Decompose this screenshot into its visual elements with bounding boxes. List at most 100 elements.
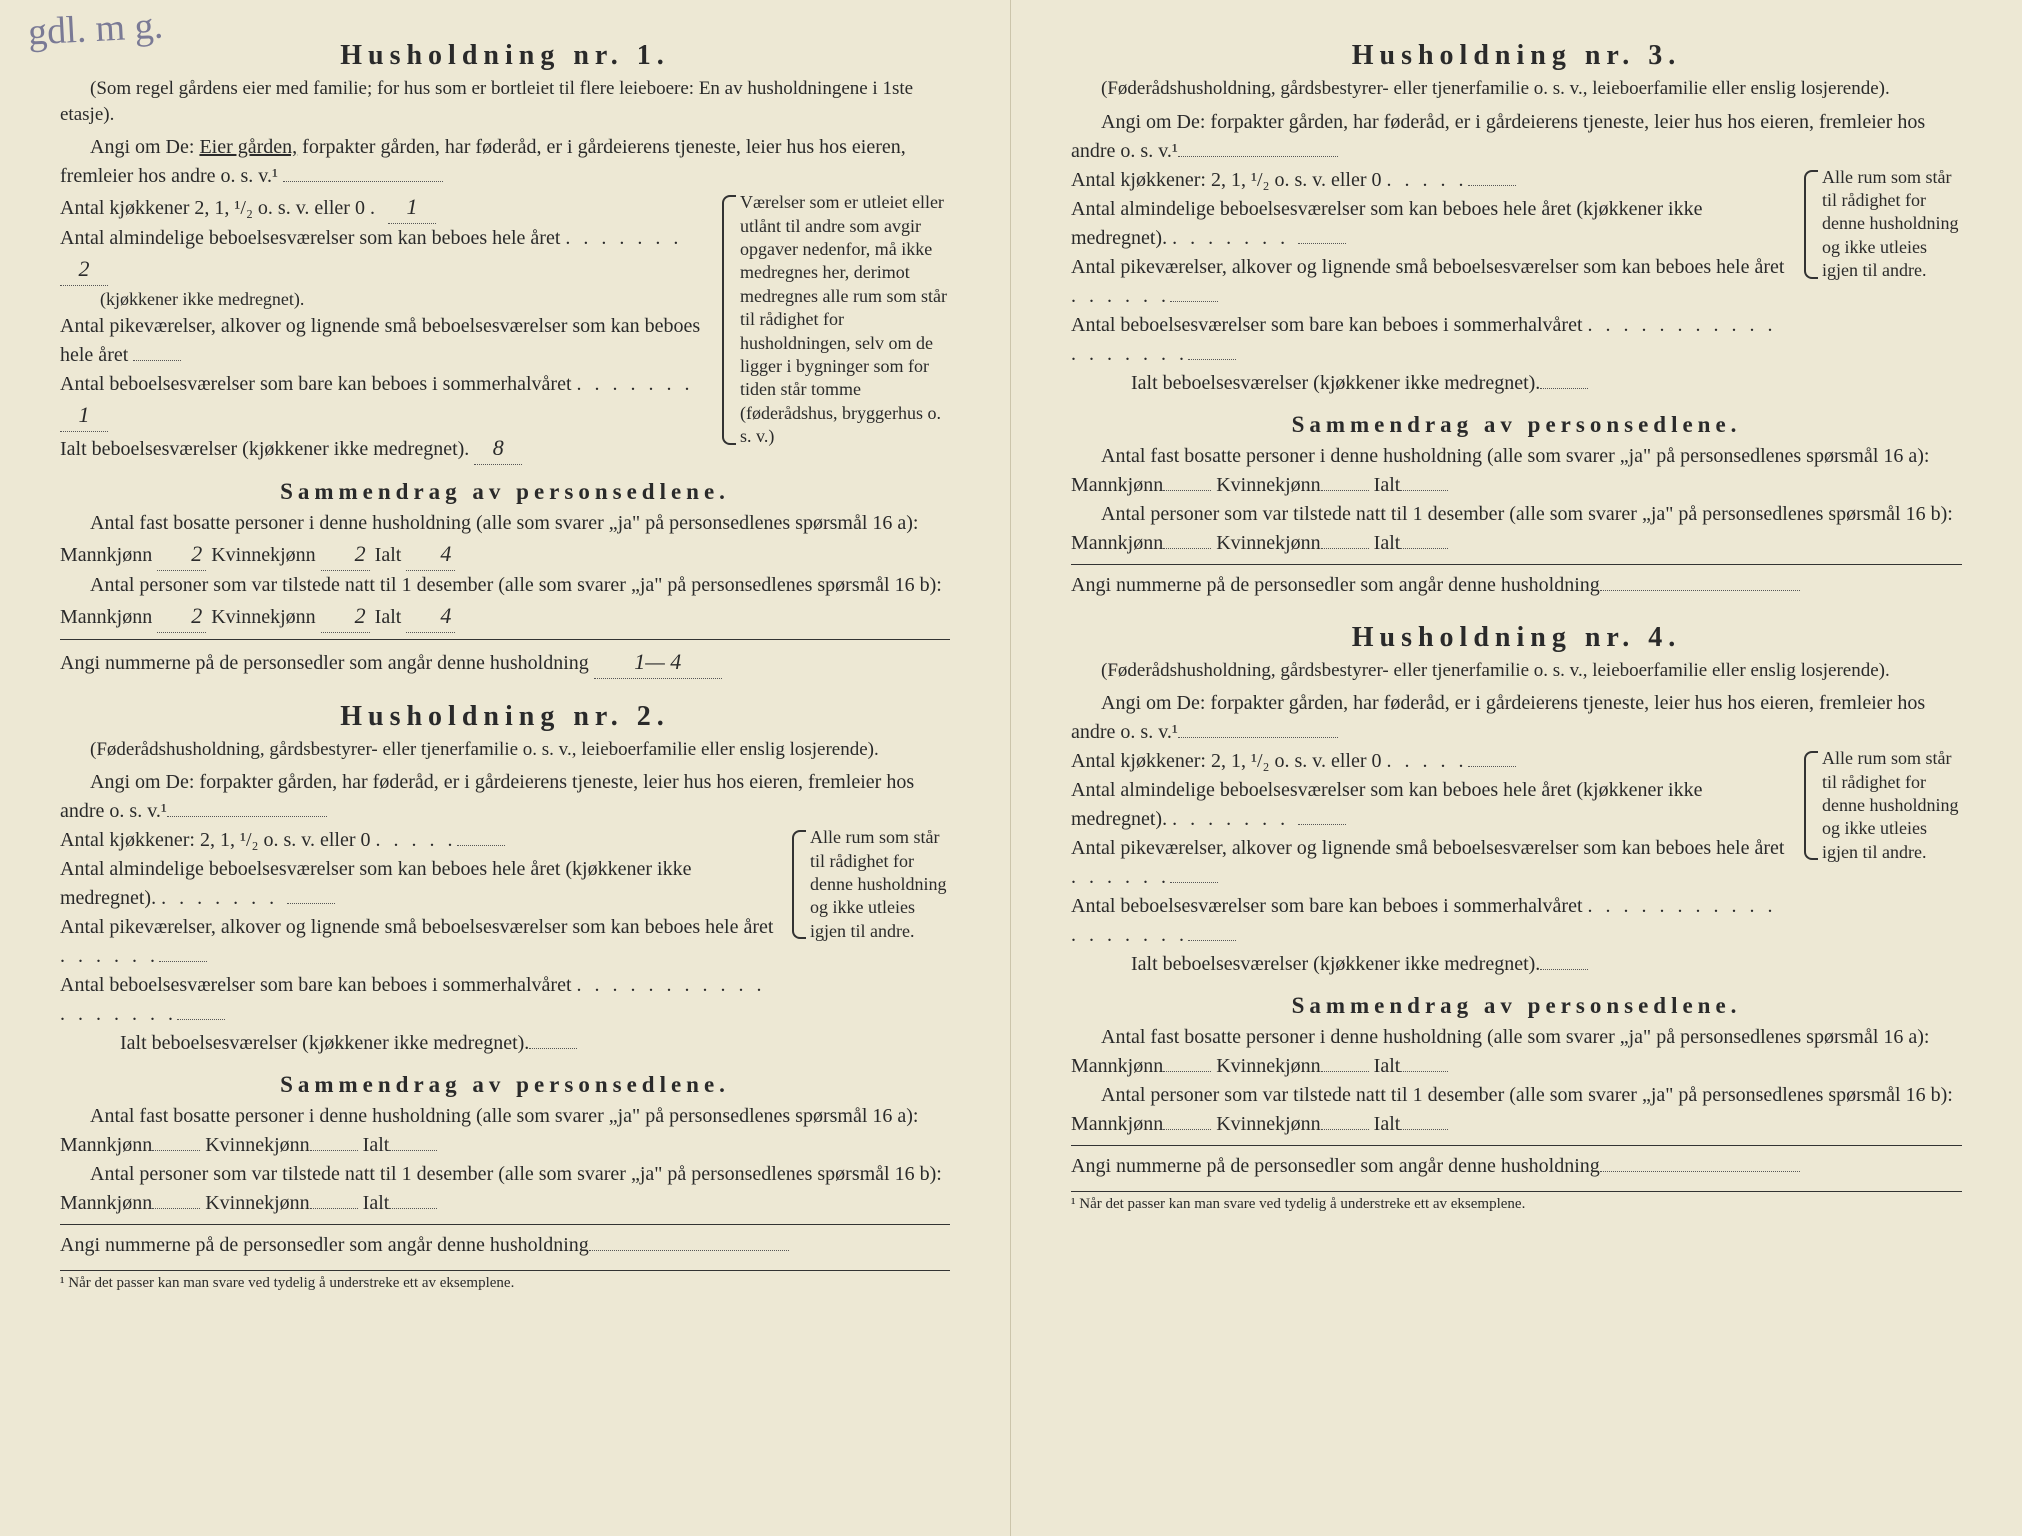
hh1-s2-m: 2 <box>157 600 206 633</box>
hh4-q-kitchen-val <box>1468 766 1516 767</box>
hh3-angi: Angi om De: forpakter gården, har føderå… <box>1071 108 1962 166</box>
hh1-q-rooms-val: 2 <box>60 253 108 286</box>
hh1-q-rooms-sub: (kjøkkener ikke medregnet). <box>60 286 708 312</box>
hh1-q-kitchen-val: 1 <box>388 191 436 224</box>
hh2-subtitle: (Føderådshusholdning, gårdsbestyrer- ell… <box>60 737 950 763</box>
hh3-label-ialt2: Ialt <box>1374 532 1401 554</box>
hh3-q-kitchen: Antal kjøkkener: 2, 1, ¹/₂ o. s. v. elle… <box>1071 169 1382 191</box>
hh2-q-kitchen: Antal kjøkkener: 2, 1, ¹/₂ o. s. v. elle… <box>60 829 371 851</box>
hh3-label-kvinne2: Kvinnekjønn <box>1216 532 1320 554</box>
hh4-angi: Angi om De: forpakter gården, har føderå… <box>1071 689 1962 747</box>
hh2-angi-text: Angi om De: forpakter gården, har føderå… <box>60 771 914 822</box>
hh3-s1-text: Antal fast bosatte personer i denne hush… <box>1071 445 1930 496</box>
hh4-label-kvinne: Kvinnekjønn <box>1216 1055 1320 1077</box>
hh1-q-total-val: 8 <box>474 432 522 465</box>
hh4-label-ialt: Ialt <box>1374 1055 1401 1077</box>
hh4-q-total: Ialt beboelsesværelser (kjøkkener ikke m… <box>1131 953 1540 975</box>
hh1-q-summer-val: 1 <box>60 399 108 432</box>
hh3-angi-text: Angi om De: forpakter gården, har føderå… <box>1071 111 1925 162</box>
hh3-label-ialt: Ialt <box>1374 474 1401 496</box>
hh2-angi: Angi om De: forpakter gården, har føderå… <box>60 768 950 826</box>
hh4-s2-t <box>1400 1129 1448 1130</box>
hh1-summary-title: Sammendrag av personsedlene. <box>60 479 950 505</box>
hh3-s2-text: Antal personer som var tilstede natt til… <box>1071 503 1953 554</box>
hh1-s1-m: 2 <box>157 538 206 571</box>
hh1-angi-underlined: Eier gården, <box>199 136 297 158</box>
hh1-s1-k: 2 <box>321 538 370 571</box>
hh2-label-ialt: Ialt <box>363 1134 390 1156</box>
hh2-angi-blank <box>167 816 327 817</box>
hh4-label-kvinne2: Kvinnekjønn <box>1216 1113 1320 1135</box>
hh2-s2: Antal personer som var tilstede natt til… <box>60 1160 950 1218</box>
hh4-s3-val <box>1600 1171 1800 1172</box>
hh3-s2-t <box>1400 548 1448 549</box>
hh2-questions-row: Antal kjøkkener: 2, 1, ¹/₂ o. s. v. elle… <box>60 826 950 1058</box>
hh3-questions-row: Antal kjøkkener: 2, 1, ¹/₂ o. s. v. elle… <box>1071 166 1962 398</box>
hh1-bracket-note: Værelser som er utleiet eller utlånt til… <box>722 191 950 448</box>
hh3-q-total: Ialt beboelsesværelser (kjøkkener ikke m… <box>1131 372 1540 394</box>
hh1-s3-val: 1— 4 <box>594 646 722 679</box>
hh3-s1-k <box>1321 490 1369 491</box>
hh4-rule <box>1071 1145 1962 1146</box>
hh3-subtitle: (Føderådshusholdning, gårdsbestyrer- ell… <box>1071 76 1962 102</box>
hh1-title: Husholdning nr. 1. <box>60 40 950 72</box>
hh1-s1-t: 4 <box>406 538 455 571</box>
hh4-q-total-val <box>1540 969 1588 970</box>
hh3-s3: Angi nummerne på de personsedler som ang… <box>1071 571 1962 600</box>
hh3-questions: Antal kjøkkener: 2, 1, ¹/₂ o. s. v. elle… <box>1071 166 1790 398</box>
hh2-q-maid-val <box>159 961 207 962</box>
hh4-title: Husholdning nr. 4. <box>1071 622 1962 654</box>
hh3-title: Husholdning nr. 3. <box>1071 40 1962 72</box>
hh4-s2-text: Antal personer som var tilstede natt til… <box>1071 1084 1953 1135</box>
hh2-title: Husholdning nr. 2. <box>60 701 950 733</box>
hh1-s1: Antal fast bosatte personer i denne hush… <box>60 509 950 571</box>
hh4-s2: Antal personer som var tilstede natt til… <box>1071 1081 1962 1139</box>
hh4-questions: Antal kjøkkener: 2, 1, ¹/₂ o. s. v. elle… <box>1071 747 1790 979</box>
hh3-angi-blank <box>1178 156 1338 157</box>
label-kvinne: Kvinnekjønn <box>211 544 315 566</box>
hh1-s3: Angi nummerne på de personsedler som ang… <box>60 646 950 679</box>
hh2-q-kitchen-val <box>457 845 505 846</box>
hh2-questions: Antal kjøkkener: 2, 1, ¹/₂ o. s. v. elle… <box>60 826 778 1058</box>
hh4-s1-text: Antal fast bosatte personer i denne hush… <box>1071 1026 1930 1077</box>
hh2-s3: Angi nummerne på de personsedler som ang… <box>60 1231 950 1260</box>
hh2-s1-k <box>310 1150 358 1151</box>
footnote-left: ¹ Når det passer kan man svare ved tydel… <box>60 1270 950 1292</box>
hh1-angi-blank <box>283 181 443 182</box>
hh4-angi-text: Angi om De: forpakter gården, har føderå… <box>1071 692 1925 743</box>
hh2-label-ialt2: Ialt <box>363 1192 390 1214</box>
hh3-s3-text: Angi nummerne på de personsedler som ang… <box>1071 574 1600 596</box>
hh4-s1-k <box>1321 1071 1369 1072</box>
hh4-s1-t <box>1400 1071 1448 1072</box>
hh4-angi-blank <box>1178 737 1338 738</box>
hh4-q-summer-val <box>1188 940 1236 941</box>
hh4-s3: Angi nummerne på de personsedler som ang… <box>1071 1152 1962 1181</box>
hh1-questions-row: Antal kjøkkener 2, 1, ¹/₂ o. s. v. eller… <box>60 191 950 465</box>
hh2-q-rooms: Antal almindelige beboelsesværelser som … <box>60 858 691 909</box>
hh2-s2-t <box>389 1208 437 1209</box>
hh1-s2: Antal personer som var tilstede natt til… <box>60 571 950 633</box>
hh3-q-maid: Antal pikeværelser, alkover og lignende … <box>1071 256 1784 278</box>
hh1-s2-t: 4 <box>406 600 455 633</box>
hh1-q-maid: Antal pikeværelser, alkover og lignende … <box>60 315 700 366</box>
hh1-q-kitchen: Antal kjøkkener 2, 1, ¹/₂ o. s. v. eller… <box>60 197 365 219</box>
hh2-rule <box>60 1224 950 1225</box>
hh3-s2-k <box>1321 548 1369 549</box>
hh3-q-total-val <box>1540 388 1588 389</box>
hh2-q-maid: Antal pikeværelser, alkover og lignende … <box>60 916 773 938</box>
hh2-q-summer-val <box>177 1019 225 1020</box>
hh2-s3-val <box>589 1250 789 1251</box>
hh4-q-maid-val <box>1170 882 1218 883</box>
hh1-questions: Antal kjøkkener 2, 1, ¹/₂ o. s. v. eller… <box>60 191 708 465</box>
hh3-rule <box>1071 564 1962 565</box>
hh3-q-kitchen-val <box>1468 185 1516 186</box>
hh4-q-rooms-val <box>1298 824 1346 825</box>
label-ialt: Ialt <box>375 544 402 566</box>
hh1-angi-prefix: Angi om De: <box>90 136 194 158</box>
hh2-q-total-val <box>529 1048 577 1049</box>
hh1-angi: Angi om De: Eier gården, forpakter gårde… <box>60 133 950 191</box>
hh3-q-summer: Antal beboelsesværelser som bare kan beb… <box>1071 314 1583 336</box>
hh1-subtitle: (Som regel gårdens eier med familie; for… <box>60 76 950 127</box>
hh2-summary-title: Sammendrag av personsedlene. <box>60 1072 950 1098</box>
hh4-s3-text: Angi nummerne på de personsedler som ang… <box>1071 1155 1600 1177</box>
